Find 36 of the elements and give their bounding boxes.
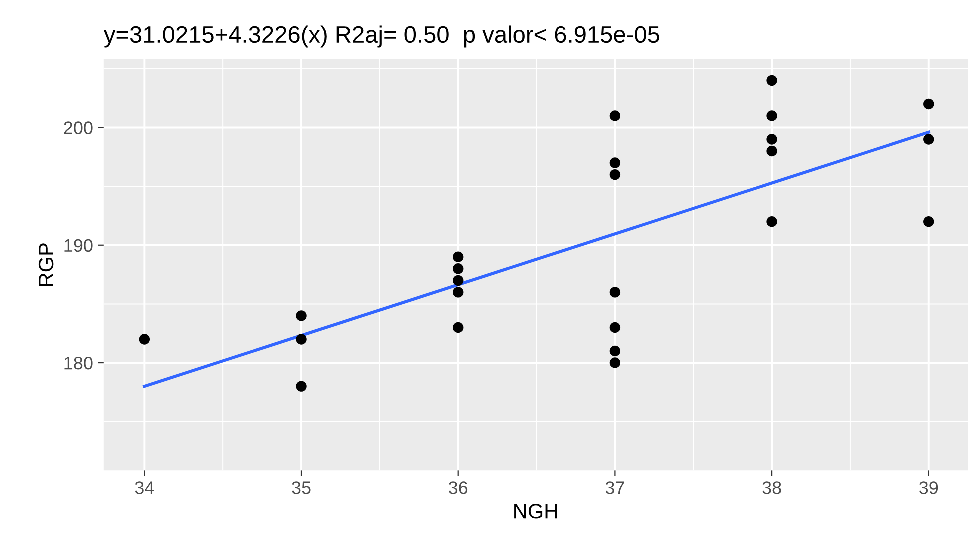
point <box>610 158 621 168</box>
y-axis-title: RGP <box>38 244 54 286</box>
point <box>766 216 778 228</box>
x-tick-label: 37 <box>606 482 624 494</box>
point <box>610 346 621 357</box>
y-tick-label: 190 <box>64 239 93 252</box>
chart-title: y=31.0215+4.3226(x) R2aj= 0.50 p valor< 6.915e-05 <box>104 26 660 48</box>
point <box>453 287 464 298</box>
point <box>610 287 621 298</box>
point <box>296 310 307 322</box>
x-tick-label: 34 <box>135 482 154 494</box>
point <box>610 358 621 368</box>
point <box>453 322 464 334</box>
y-tick-label: 180 <box>64 356 93 370</box>
point <box>766 110 778 122</box>
point <box>766 146 778 157</box>
point <box>453 264 464 274</box>
point <box>924 98 934 110</box>
point <box>296 381 307 392</box>
point <box>924 216 934 228</box>
point <box>610 322 621 334</box>
point <box>610 110 621 122</box>
point <box>453 275 464 286</box>
point <box>766 134 778 145</box>
x-tick-label: 39 <box>920 482 938 494</box>
point <box>296 334 307 345</box>
x-axis-title: NGH <box>514 504 558 519</box>
x-tick-label: 35 <box>292 482 311 494</box>
point <box>453 252 464 262</box>
point <box>924 134 934 145</box>
point <box>610 169 621 180</box>
y-tick-label: 200 <box>64 122 93 134</box>
point <box>139 334 150 345</box>
x-tick-label: 38 <box>762 482 782 494</box>
point <box>766 75 778 86</box>
x-tick-label: 36 <box>449 482 468 494</box>
